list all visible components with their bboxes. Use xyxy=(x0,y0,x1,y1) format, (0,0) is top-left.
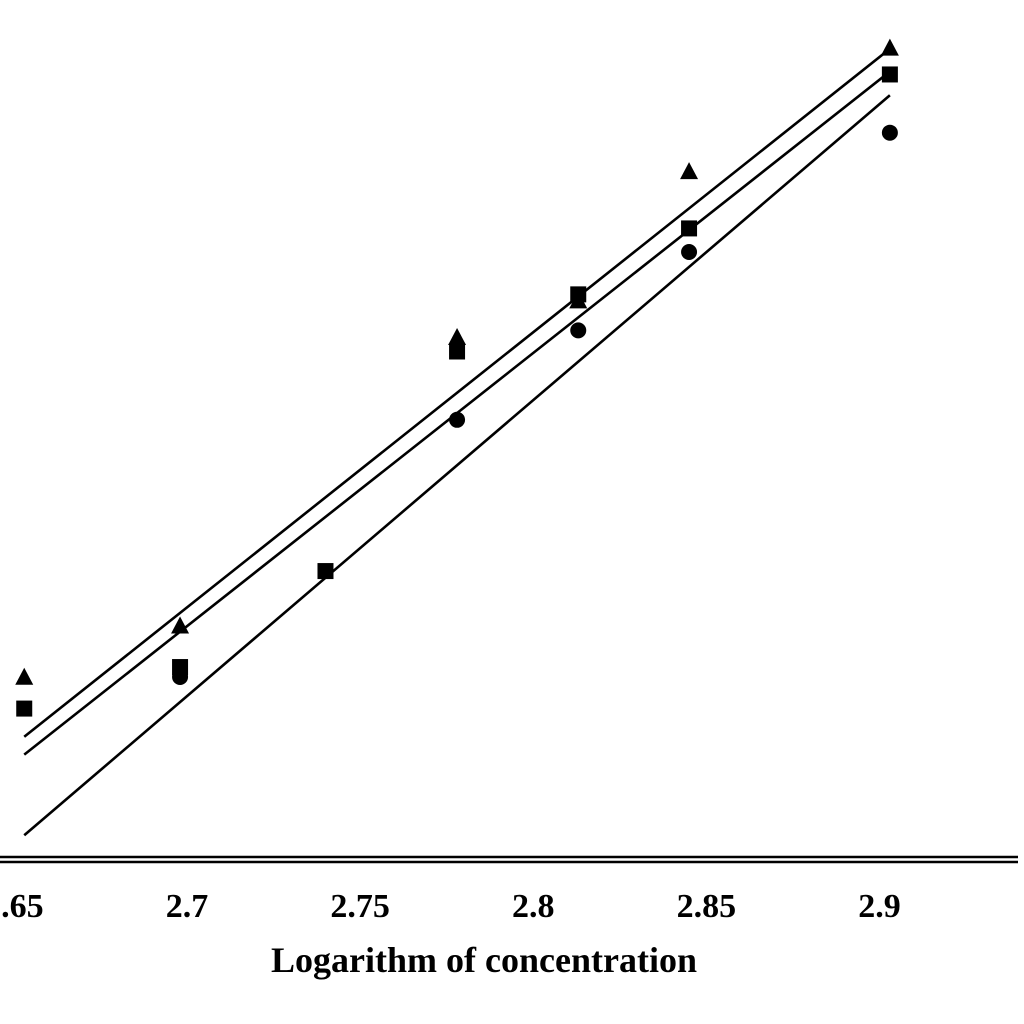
square-point-0 xyxy=(16,700,33,717)
x-tick-label: 2.85 xyxy=(677,888,737,925)
x-tick-label: 2.65 xyxy=(0,888,44,925)
x-axis-title: Logarithm of concentration xyxy=(271,940,697,980)
triangle-point-1 xyxy=(171,616,190,634)
fit-line-triangle xyxy=(23,47,891,738)
circle-point-2 xyxy=(570,322,587,339)
square-point-6 xyxy=(881,66,898,83)
circle-point-4 xyxy=(881,124,898,141)
x-tick-label: 2.9 xyxy=(858,888,901,925)
fit-lines xyxy=(23,47,891,837)
square-point-4 xyxy=(570,286,587,303)
circle-point-1 xyxy=(449,411,466,428)
square-point-5 xyxy=(681,220,698,237)
square-point-3 xyxy=(449,343,466,360)
x-tick-label: 2.7 xyxy=(166,888,209,925)
x-tick-labels: 2.65 2.7 2.75 2.8 2.85 2.9 xyxy=(0,888,901,925)
x-axis: 2.65 2.7 2.75 2.8 2.85 2.9 xyxy=(0,855,1018,925)
triangle-point-2 xyxy=(448,327,467,345)
triangle-point-5 xyxy=(880,38,899,56)
fit-line-circle xyxy=(23,94,891,837)
triangle-point-4 xyxy=(680,162,699,180)
x-tick-label: 2.8 xyxy=(512,888,555,925)
circle-point-3 xyxy=(681,243,698,260)
square-point-2 xyxy=(317,563,334,580)
triangle-point-0 xyxy=(15,667,34,685)
data-markers xyxy=(15,38,899,717)
x-tick-label: 2.75 xyxy=(330,888,390,925)
circle-point-0 xyxy=(172,668,189,685)
